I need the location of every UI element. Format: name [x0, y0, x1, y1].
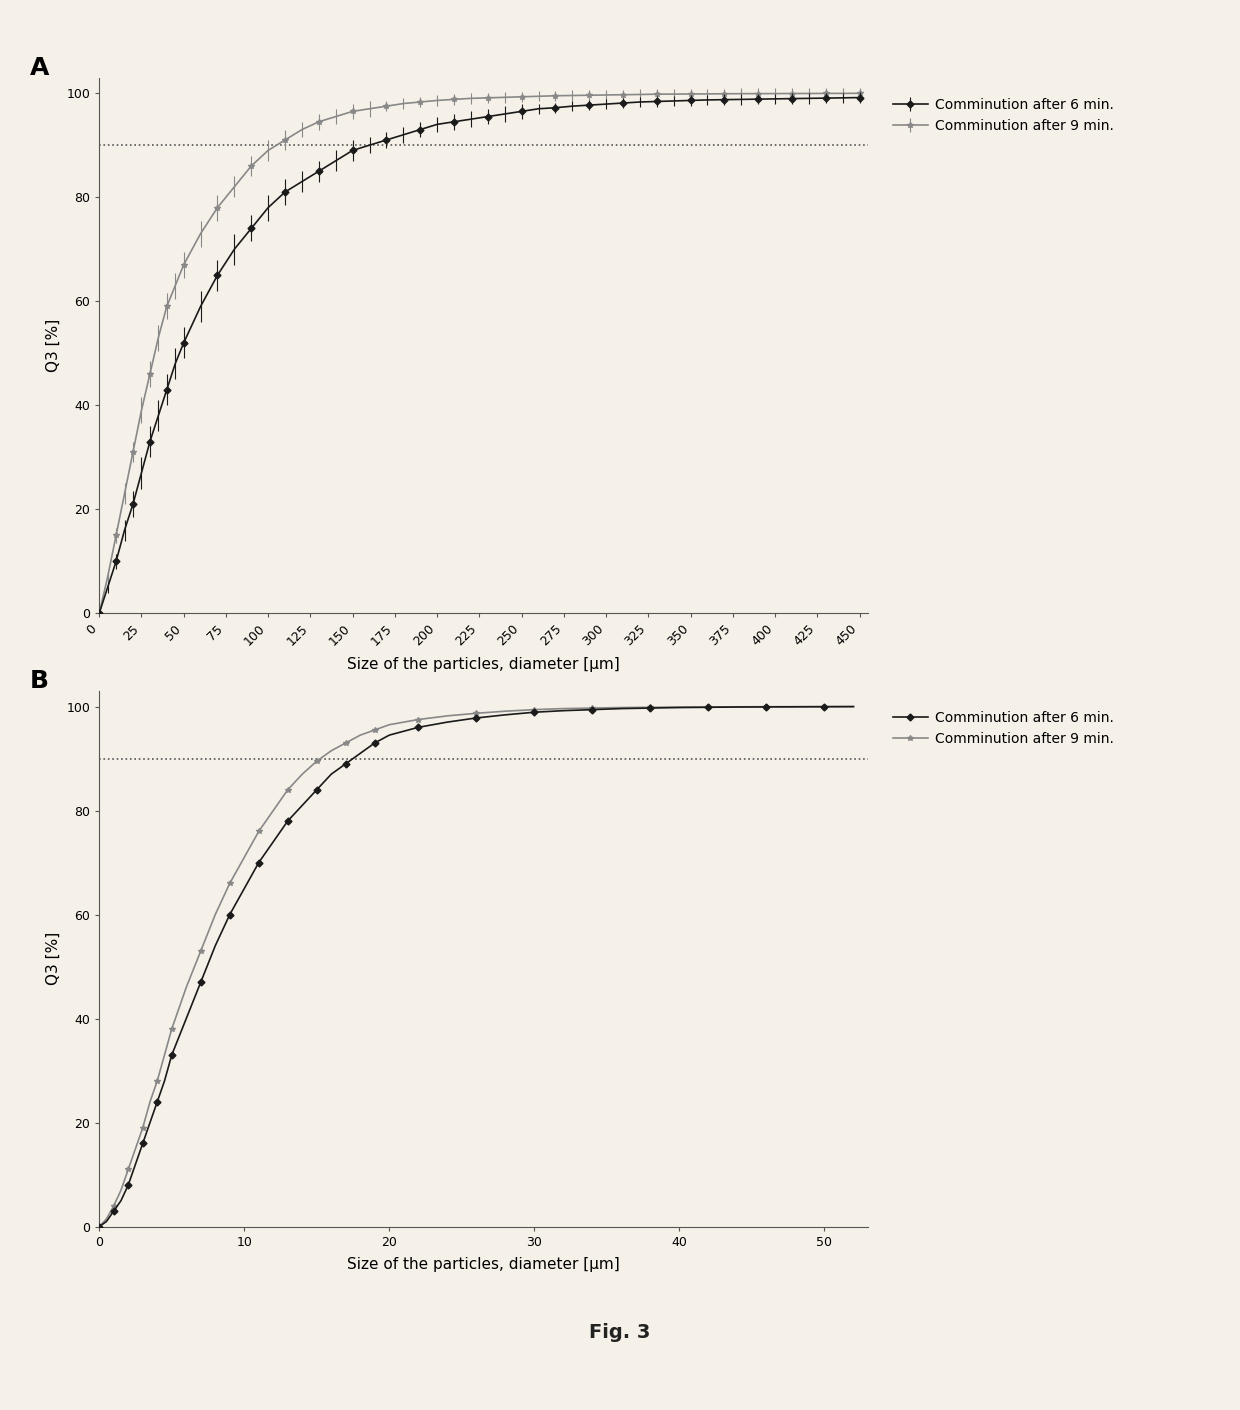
Comminution after 6 min. — [440, 713, 455, 730]
Comminution after 9 min. — [143, 1093, 157, 1110]
Comminution after 9 min. — [92, 1218, 107, 1235]
Comminution after 6 min. — [585, 701, 600, 718]
Comminution after 9 min. — [150, 1073, 165, 1090]
Comminution after 9 min. — [164, 1021, 179, 1038]
Comminution after 9 min. — [469, 705, 484, 722]
Comminution after 6 min. — [339, 756, 353, 773]
Comminution after 6 min. — [107, 1203, 122, 1220]
Comminution after 9 min. — [128, 1141, 143, 1158]
Comminution after 6 min. — [789, 698, 804, 715]
Comminution after 6 min. — [237, 880, 252, 897]
Comminution after 9 min. — [367, 722, 382, 739]
Comminution after 9 min. — [265, 802, 280, 819]
Line: Comminution after 6 min.: Comminution after 6 min. — [97, 704, 856, 1230]
Comminution after 6 min. — [157, 1073, 172, 1090]
Comminution after 9 min. — [339, 735, 353, 752]
Comminution after 6 min. — [382, 726, 397, 743]
Comminution after 9 min. — [135, 1120, 150, 1136]
Comminution after 6 min. — [556, 702, 570, 719]
Comminution after 6 min. — [410, 719, 425, 736]
Comminution after 9 min. — [759, 698, 774, 715]
Comminution after 6 min. — [498, 706, 513, 723]
Legend: Comminution after 6 min., Comminution after 9 min.: Comminution after 6 min., Comminution af… — [890, 96, 1116, 135]
Comminution after 6 min. — [135, 1135, 150, 1152]
Comminution after 6 min. — [252, 854, 267, 871]
Comminution after 6 min. — [143, 1114, 157, 1131]
Comminution after 6 min. — [208, 938, 223, 955]
Y-axis label: Q3 [%]: Q3 [%] — [46, 319, 61, 372]
Comminution after 6 min. — [846, 698, 861, 715]
Comminution after 6 min. — [353, 744, 368, 761]
Comminution after 9 min. — [440, 708, 455, 725]
Comminution after 9 min. — [672, 698, 687, 715]
Line: Comminution after 9 min.: Comminution after 9 min. — [97, 704, 857, 1230]
Comminution after 9 min. — [701, 698, 715, 715]
Comminution after 6 min. — [150, 1093, 165, 1110]
Comminution after 9 min. — [114, 1182, 129, 1198]
Comminution after 9 min. — [789, 698, 804, 715]
Comminution after 6 min. — [179, 1010, 193, 1026]
Text: A: A — [30, 56, 50, 80]
Y-axis label: Q3 [%]: Q3 [%] — [46, 932, 61, 986]
Comminution after 9 min. — [556, 701, 570, 718]
Comminution after 6 min. — [701, 699, 715, 716]
Comminution after 9 min. — [527, 701, 542, 718]
Comminution after 9 min. — [107, 1197, 122, 1214]
Comminution after 6 min. — [92, 1218, 107, 1235]
Comminution after 6 min. — [759, 698, 774, 715]
Comminution after 6 min. — [527, 704, 542, 721]
Comminution after 6 min. — [128, 1156, 143, 1173]
Legend: Comminution after 6 min., Comminution after 9 min.: Comminution after 6 min., Comminution af… — [890, 709, 1116, 749]
Comminution after 9 min. — [324, 742, 339, 759]
Comminution after 6 min. — [324, 766, 339, 783]
X-axis label: Size of the particles, diameter [μm]: Size of the particles, diameter [μm] — [347, 1258, 620, 1272]
Comminution after 6 min. — [193, 974, 208, 991]
Comminution after 9 min. — [295, 766, 310, 783]
Comminution after 9 min. — [99, 1210, 114, 1227]
Comminution after 9 min. — [252, 823, 267, 840]
Comminution after 9 min. — [208, 907, 223, 924]
Comminution after 6 min. — [120, 1176, 135, 1193]
Comminution after 9 min. — [498, 702, 513, 719]
Comminution after 9 min. — [237, 849, 252, 866]
Comminution after 9 min. — [353, 726, 368, 743]
Text: B: B — [30, 670, 50, 694]
Comminution after 6 min. — [672, 699, 687, 716]
X-axis label: Size of the particles, diameter [μm]: Size of the particles, diameter [μm] — [347, 657, 620, 671]
Comminution after 9 min. — [410, 711, 425, 728]
Comminution after 6 min. — [164, 1046, 179, 1063]
Comminution after 6 min. — [99, 1213, 114, 1230]
Comminution after 9 min. — [644, 699, 658, 716]
Comminution after 9 min. — [193, 942, 208, 959]
Comminution after 9 min. — [585, 699, 600, 716]
Comminution after 6 min. — [817, 698, 832, 715]
Comminution after 6 min. — [295, 797, 310, 814]
Comminution after 6 min. — [265, 833, 280, 850]
Comminution after 9 min. — [382, 716, 397, 733]
Comminution after 9 min. — [817, 698, 832, 715]
Comminution after 9 min. — [846, 698, 861, 715]
Comminution after 6 min. — [730, 698, 745, 715]
Comminution after 9 min. — [614, 699, 629, 716]
Comminution after 6 min. — [280, 812, 295, 829]
Comminution after 6 min. — [114, 1193, 129, 1210]
Comminution after 6 min. — [367, 735, 382, 752]
Comminution after 9 min. — [730, 698, 745, 715]
Comminution after 9 min. — [179, 979, 193, 995]
Comminution after 6 min. — [309, 781, 324, 798]
Comminution after 6 min. — [222, 907, 237, 924]
Comminution after 9 min. — [309, 753, 324, 770]
Comminution after 9 min. — [157, 1046, 172, 1063]
Text: Fig. 3: Fig. 3 — [589, 1323, 651, 1342]
Comminution after 6 min. — [469, 709, 484, 726]
Comminution after 9 min. — [222, 876, 237, 893]
Comminution after 6 min. — [614, 701, 629, 718]
Comminution after 9 min. — [120, 1160, 135, 1177]
Comminution after 6 min. — [644, 699, 658, 716]
Comminution after 9 min. — [280, 781, 295, 798]
